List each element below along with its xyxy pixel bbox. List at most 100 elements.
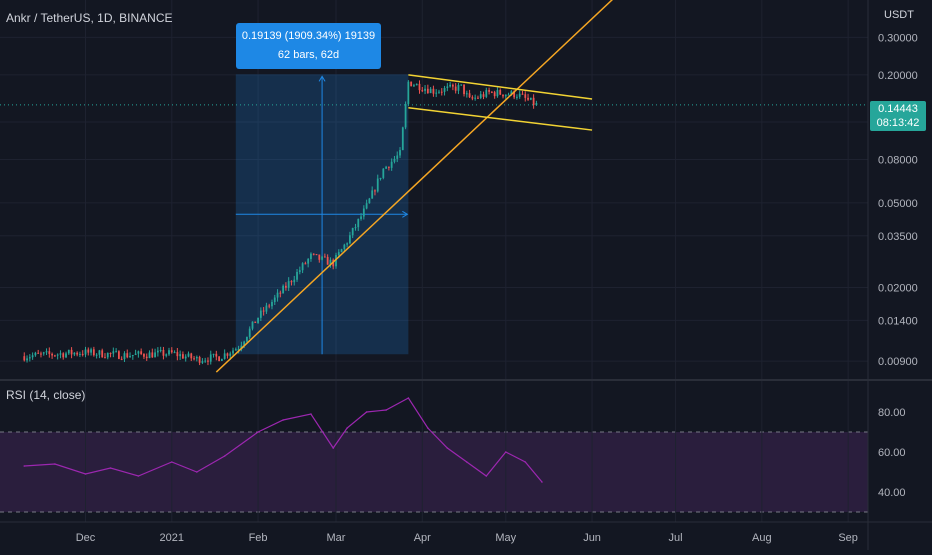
candle-body: [254, 321, 257, 323]
candle-body: [318, 254, 321, 260]
candle-body: [518, 93, 521, 97]
candle: [73, 352, 76, 357]
rsi-point: [54, 463, 56, 465]
rsi-point: [466, 461, 468, 463]
candle-body: [73, 352, 76, 355]
candle-body: [529, 97, 532, 100]
candle: [170, 347, 173, 354]
candle-body: [401, 127, 404, 151]
candle-body: [273, 297, 276, 302]
candle-body: [170, 350, 173, 353]
candle: [401, 126, 404, 151]
candle-body: [220, 358, 223, 361]
candle: [268, 303, 271, 309]
candle: [201, 358, 204, 365]
candle-body: [454, 86, 457, 91]
candle: [104, 353, 106, 359]
candle-body: [268, 305, 271, 307]
candle-body: [399, 150, 401, 156]
rsi-point: [23, 465, 26, 467]
price-axis-label: 0.01400: [878, 315, 918, 327]
candle: [87, 347, 90, 356]
rsi-point: [223, 455, 226, 457]
candle-body: [410, 81, 413, 87]
candle-body: [42, 352, 45, 354]
candle-body: [168, 350, 170, 355]
candle-body: [195, 357, 198, 359]
candle: [485, 87, 488, 99]
candle: [443, 85, 446, 96]
candle: [234, 347, 237, 351]
candle: [496, 87, 499, 98]
candle: [323, 253, 326, 258]
candle-body: [218, 356, 220, 361]
chart-title: Ankr / TetherUS, 1D, BINANCE: [6, 11, 173, 25]
candle: [98, 349, 101, 359]
candle-body: [129, 356, 131, 358]
candle: [118, 350, 120, 360]
candle-body: [421, 90, 424, 92]
candle: [240, 341, 243, 352]
candle-body: [70, 349, 73, 355]
candle: [215, 350, 218, 361]
candle-body: [173, 352, 176, 354]
candle-body: [415, 83, 418, 86]
candle: [40, 351, 42, 358]
candle-body: [493, 92, 496, 97]
currency-label[interactable]: USDT: [884, 9, 914, 21]
candle-body: [276, 292, 279, 298]
candle: [429, 87, 432, 94]
candle: [106, 352, 109, 360]
candle-body: [516, 96, 518, 98]
candle: [349, 231, 351, 245]
rsi-point: [196, 471, 198, 473]
candle: [301, 262, 304, 274]
candle: [81, 350, 84, 357]
candle: [84, 346, 87, 358]
candle: [51, 352, 53, 359]
candle: [477, 95, 479, 99]
candle: [310, 252, 312, 262]
candle: [154, 348, 156, 358]
candle: [396, 151, 399, 163]
candle: [371, 186, 374, 199]
candle: [90, 347, 92, 356]
candle: [468, 89, 471, 99]
rsi-point: [137, 475, 140, 477]
candle-body: [159, 349, 162, 351]
candle: [312, 253, 315, 256]
candle-body: [182, 354, 184, 359]
candle: [95, 353, 98, 359]
rsi-point: [282, 419, 284, 421]
candle: [28, 354, 31, 362]
candle-body: [485, 90, 488, 97]
candle-body: [360, 216, 362, 219]
time-axis-label: Jun: [583, 532, 601, 544]
candle: [159, 346, 162, 353]
candle: [190, 352, 193, 362]
candle-body: [323, 256, 326, 258]
price-axis-label: 0.02000: [878, 282, 918, 294]
candle-body: [413, 85, 415, 87]
candle: [507, 92, 510, 96]
candle: [365, 199, 368, 210]
candle: [335, 252, 337, 269]
candle-body: [151, 352, 154, 358]
time-axis-label: Sep: [838, 532, 858, 544]
time-axis-label: Dec: [76, 532, 96, 544]
candle-body: [513, 91, 516, 98]
candle-body: [396, 155, 399, 159]
candle-body: [126, 353, 129, 358]
candle-body: [95, 354, 98, 356]
candle-body: [154, 352, 156, 358]
candle-body: [418, 83, 421, 91]
candle: [502, 94, 504, 99]
candle-body: [23, 356, 26, 361]
candle: [463, 84, 465, 97]
candle: [182, 351, 184, 359]
candle-body: [362, 208, 365, 217]
candle: [454, 83, 457, 94]
candle: [304, 261, 307, 265]
channel-lower-line: [408, 107, 593, 131]
candle-body: [479, 94, 482, 98]
